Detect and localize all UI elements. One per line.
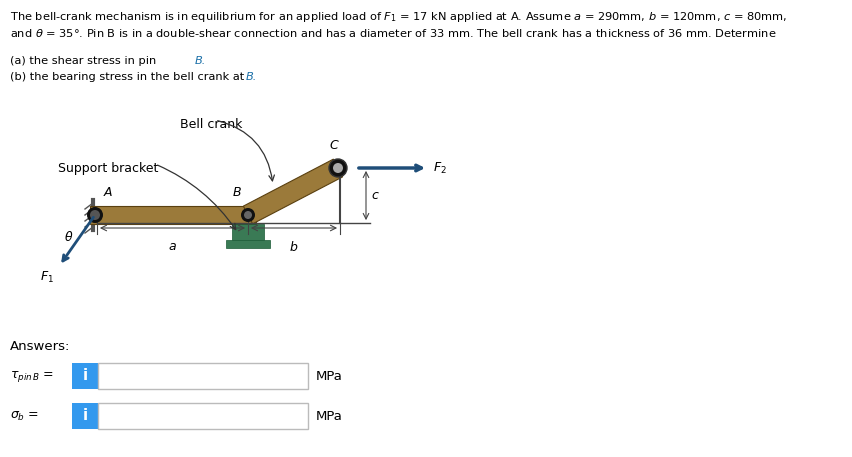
Text: Answers:: Answers: xyxy=(10,340,71,353)
Text: $A$: $A$ xyxy=(103,186,113,199)
Text: $C$: $C$ xyxy=(329,139,339,152)
Circle shape xyxy=(244,211,252,219)
Text: $F_1$: $F_1$ xyxy=(39,270,54,285)
Text: $b$: $b$ xyxy=(290,240,299,254)
Polygon shape xyxy=(98,363,308,389)
Polygon shape xyxy=(72,403,98,429)
Polygon shape xyxy=(232,224,264,240)
Circle shape xyxy=(90,210,100,220)
Text: i: i xyxy=(83,409,88,424)
Text: Support bracket: Support bracket xyxy=(58,162,158,175)
Text: B.: B. xyxy=(246,72,257,82)
Polygon shape xyxy=(226,240,270,248)
Text: and $\theta$ = 35°. Pin B is in a double-shear connection and has a diameter of : and $\theta$ = 35°. Pin B is in a double… xyxy=(10,27,776,39)
Polygon shape xyxy=(244,159,343,224)
Text: i: i xyxy=(83,368,88,383)
Text: $\tau_{\mathit{pin\,B}}$ =: $\tau_{\mathit{pin\,B}}$ = xyxy=(10,368,54,383)
Polygon shape xyxy=(90,206,256,224)
Polygon shape xyxy=(72,363,98,389)
Polygon shape xyxy=(98,403,308,429)
Text: MPa: MPa xyxy=(316,409,343,423)
Text: $c$: $c$ xyxy=(371,189,380,202)
Circle shape xyxy=(241,208,255,222)
Text: B.: B. xyxy=(195,56,206,66)
Text: (a) the shear stress in pin: (a) the shear stress in pin xyxy=(10,56,160,66)
Text: $F_2$: $F_2$ xyxy=(433,160,446,175)
Text: Bell crank: Bell crank xyxy=(180,118,242,131)
Circle shape xyxy=(329,159,347,177)
Text: (b) the bearing stress in the bell crank at: (b) the bearing stress in the bell crank… xyxy=(10,72,248,82)
Text: The bell-crank mechanism is in equilibrium for an applied load of $F_1$ = 17 kN : The bell-crank mechanism is in equilibri… xyxy=(10,10,787,24)
Circle shape xyxy=(333,163,343,173)
Circle shape xyxy=(87,207,103,223)
Text: $a$: $a$ xyxy=(168,240,177,253)
Text: $\theta$: $\theta$ xyxy=(64,230,73,244)
Text: MPa: MPa xyxy=(316,370,343,383)
Text: $B$: $B$ xyxy=(233,186,242,199)
Text: $\sigma_b$ =: $\sigma_b$ = xyxy=(10,409,39,423)
